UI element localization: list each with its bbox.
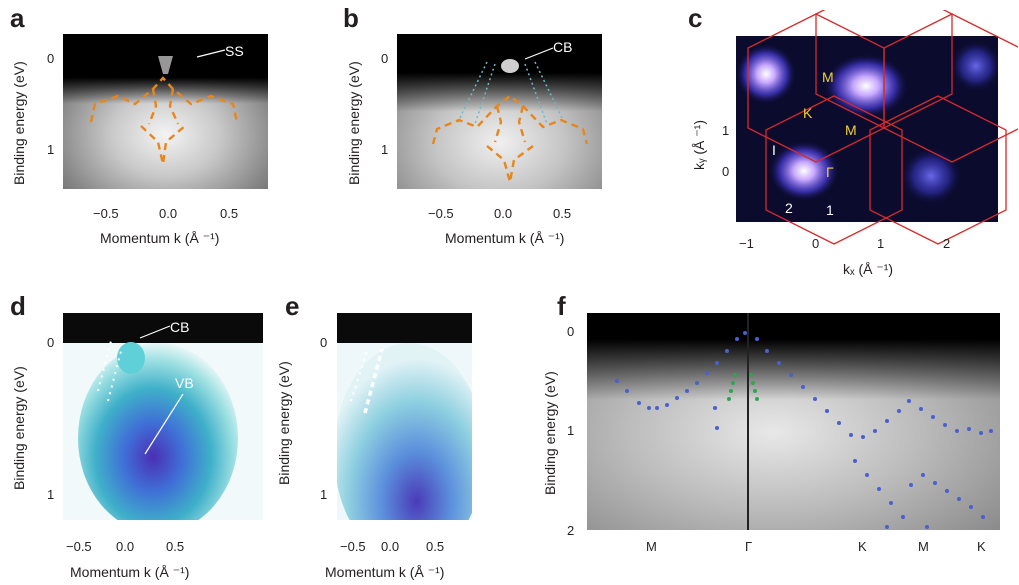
ytick-c-0: 1	[722, 123, 730, 138]
panel-letter-e: e	[285, 291, 300, 321]
ytick-f-2: 2	[567, 523, 575, 538]
cb-annotation-b: CB	[553, 39, 573, 55]
xtick-f-4: K	[977, 539, 986, 554]
xtick-f-1: Γ	[745, 539, 753, 554]
xtick-b-1: 0.0	[494, 206, 513, 221]
ytick-d-0: 0	[47, 335, 55, 350]
vb-leader-line-d	[144, 393, 184, 455]
xtick-c-2: 1	[877, 236, 885, 251]
xtick-d-1: 0.0	[116, 539, 135, 554]
arpes-plot-a	[63, 34, 268, 189]
xtick-b-0: −0.5	[428, 206, 454, 221]
cb-leader-line-d	[139, 325, 171, 339]
ytick-a-1: 1	[47, 142, 55, 157]
panel-letter-d: d	[10, 291, 26, 321]
arpes-plot-d	[63, 313, 263, 520]
arpes-plot-e	[337, 313, 472, 520]
xlabel-b: Momentum k (Å ⁻¹)	[445, 230, 565, 246]
cb-leader-line-b	[524, 47, 554, 60]
ylabel-b: Binding energy (eV)	[346, 61, 362, 185]
label-1: 1	[826, 202, 834, 218]
xtick-e-1: 0.0	[381, 539, 400, 554]
label-K: K	[803, 105, 813, 121]
ylabel-d: Binding energy (eV)	[11, 366, 27, 490]
ytick-d-1: 1	[47, 487, 55, 502]
panel-letter-b: b	[343, 3, 359, 33]
ss-annotation: SS	[225, 43, 244, 59]
arpes-image-f	[587, 313, 1000, 530]
arpes-image-e	[337, 313, 472, 520]
calc-dots-blue	[615, 331, 993, 529]
ytick-a-0: 0	[47, 51, 55, 66]
xtick-c-0: −1	[739, 236, 754, 251]
xtick-e-2: 0.5	[426, 539, 445, 554]
brillouin-zone-hexagons	[747, 10, 1018, 245]
dispersion-dash-a	[89, 76, 239, 123]
ytick-e-0: 0	[320, 335, 328, 350]
arpes-plot-b	[397, 34, 602, 189]
label-I: I	[772, 142, 776, 158]
ytick-e-1: 1	[320, 487, 328, 502]
ylabel-e: Binding energy (eV)	[276, 361, 292, 485]
ylabel-c: kᵧ (Å ⁻¹)	[691, 120, 707, 170]
ytick-f-0: 0	[567, 324, 575, 339]
label-Gamma: Γ	[826, 164, 834, 180]
ytick-b-0: 0	[381, 51, 389, 66]
fermi-surface-map-c	[736, 36, 998, 222]
xlabel-d: Momentum k (Å ⁻¹)	[70, 564, 190, 580]
xtick-c-3: 2	[943, 236, 951, 251]
ss-leader-line	[196, 49, 226, 58]
cb-annotation-d: CB	[170, 319, 190, 335]
panel-letter-c: c	[688, 3, 703, 33]
label-2: 2	[785, 200, 793, 216]
label-M1: M	[822, 69, 834, 85]
arpes-image-d	[63, 313, 263, 520]
arpes-plot-f	[587, 313, 1000, 530]
xlabel-c: kₓ (Å ⁻¹)	[843, 261, 894, 277]
xtick-d-0: −0.5	[66, 539, 92, 554]
xlabel-e: Momentum k (Å ⁻¹)	[325, 564, 445, 580]
xtick-a-2: 0.5	[220, 206, 239, 221]
xtick-d-2: 0.5	[166, 539, 185, 554]
ylabel-a: Binding energy (eV)	[11, 61, 27, 185]
xtick-e-0: −0.5	[340, 539, 366, 554]
xtick-b-2: 0.5	[553, 206, 572, 221]
ylabel-f: Binding energy (eV)	[542, 371, 558, 495]
ytick-c-1: 0	[722, 164, 730, 179]
arpes-image-b	[397, 34, 602, 189]
ytick-f-1: 1	[567, 423, 575, 438]
ytick-b-1: 1	[381, 142, 389, 157]
xtick-a-0: −0.5	[93, 206, 119, 221]
fermi-map-plot-c	[736, 36, 998, 222]
calc-dots-green	[727, 373, 759, 401]
vb-annotation-d: VB	[175, 375, 194, 391]
xtick-c-1: 0	[812, 236, 820, 251]
xtick-f-3: M	[918, 539, 929, 554]
panel-letter-a: a	[10, 3, 25, 33]
arpes-image-a	[63, 34, 268, 189]
panel-letter-f: f	[557, 291, 566, 321]
label-M2: M	[845, 122, 857, 138]
xtick-f-2: K	[858, 539, 867, 554]
xtick-a-1: 0.0	[159, 206, 178, 221]
xtick-f-0: M	[646, 539, 657, 554]
xlabel-a: Momentum k (Å ⁻¹)	[100, 230, 220, 246]
